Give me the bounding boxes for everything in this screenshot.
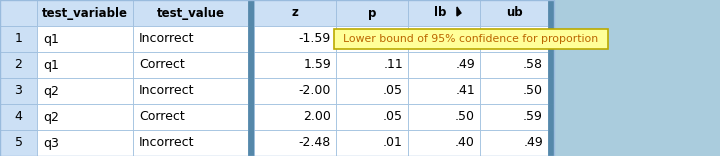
Bar <box>408 104 480 130</box>
Bar <box>248 78 254 104</box>
Text: .01: .01 <box>383 136 403 149</box>
Bar <box>480 78 548 104</box>
Bar <box>480 130 548 156</box>
Text: -2.48: -2.48 <box>299 136 331 149</box>
Text: 1: 1 <box>14 32 22 46</box>
Text: .49: .49 <box>523 136 543 149</box>
Bar <box>336 0 408 26</box>
Bar <box>334 29 608 49</box>
Bar <box>37 78 133 104</box>
Text: .11: .11 <box>383 58 403 71</box>
Text: .05: .05 <box>383 85 403 98</box>
Text: q3: q3 <box>43 136 59 149</box>
Text: test_value: test_value <box>156 7 225 20</box>
Text: 5: 5 <box>14 136 22 149</box>
Bar <box>336 26 408 52</box>
Bar <box>0 26 37 52</box>
Bar <box>480 104 548 130</box>
Text: .58: .58 <box>523 58 543 71</box>
Bar <box>480 26 548 52</box>
Text: .59: .59 <box>523 110 543 124</box>
Bar <box>548 78 554 104</box>
Text: .49: .49 <box>455 58 475 71</box>
Text: Incorrect: Incorrect <box>139 85 194 98</box>
Bar <box>408 0 480 26</box>
Bar <box>248 130 254 156</box>
Text: test_variable: test_variable <box>42 7 128 20</box>
Bar <box>248 0 254 26</box>
Text: q1: q1 <box>43 32 59 46</box>
Bar <box>548 104 554 130</box>
Text: Lower bound of 95% confidence for proportion: Lower bound of 95% confidence for propor… <box>343 34 598 44</box>
Bar <box>336 52 408 78</box>
Bar <box>254 0 336 26</box>
Bar <box>254 52 336 78</box>
Text: ub: ub <box>505 7 522 20</box>
Bar <box>548 0 554 26</box>
Bar <box>0 0 554 156</box>
Text: .05: .05 <box>383 110 403 124</box>
Bar <box>0 78 37 104</box>
Bar <box>37 130 133 156</box>
Bar <box>548 130 554 156</box>
Text: Incorrect: Incorrect <box>139 136 194 149</box>
Bar <box>133 0 248 26</box>
Bar <box>336 130 408 156</box>
Polygon shape <box>457 7 461 16</box>
Text: q1: q1 <box>43 58 59 71</box>
Bar <box>133 104 248 130</box>
Bar <box>248 26 254 52</box>
Text: 4: 4 <box>14 110 22 124</box>
Bar <box>0 0 37 26</box>
Text: 2: 2 <box>14 58 22 71</box>
Text: z: z <box>292 7 298 20</box>
Text: lb: lb <box>434 7 446 20</box>
Bar <box>37 104 133 130</box>
Bar <box>0 52 37 78</box>
Bar <box>248 104 254 130</box>
Bar <box>408 130 480 156</box>
Bar <box>336 78 408 104</box>
Bar <box>254 130 336 156</box>
Bar <box>133 130 248 156</box>
Bar <box>248 52 254 78</box>
Text: -1.59: -1.59 <box>299 32 331 46</box>
Bar <box>133 78 248 104</box>
Text: q2: q2 <box>43 85 59 98</box>
Text: p: p <box>368 7 376 20</box>
Bar <box>408 78 480 104</box>
Bar <box>0 130 37 156</box>
Text: .40: .40 <box>455 136 475 149</box>
Text: 3: 3 <box>14 85 22 98</box>
Bar <box>548 52 554 78</box>
Text: -2.00: -2.00 <box>299 85 331 98</box>
Bar <box>548 26 554 52</box>
Bar <box>408 52 480 78</box>
Text: Incorrect: Incorrect <box>139 32 194 46</box>
Text: Correct: Correct <box>139 110 185 124</box>
Text: .41: .41 <box>455 85 475 98</box>
Text: 2.00: 2.00 <box>303 110 331 124</box>
Bar <box>254 78 336 104</box>
Bar <box>133 52 248 78</box>
Bar <box>254 26 336 52</box>
Bar <box>37 0 133 26</box>
Bar <box>254 104 336 130</box>
Bar <box>480 0 548 26</box>
Text: 1.59: 1.59 <box>303 58 331 71</box>
Text: .50: .50 <box>523 85 543 98</box>
Text: q2: q2 <box>43 110 59 124</box>
Bar <box>408 26 480 52</box>
Text: .50: .50 <box>455 110 475 124</box>
Bar <box>37 52 133 78</box>
Bar <box>133 26 248 52</box>
Bar <box>37 26 133 52</box>
Bar <box>480 52 548 78</box>
Text: Correct: Correct <box>139 58 185 71</box>
Bar <box>0 104 37 130</box>
Bar <box>336 104 408 130</box>
